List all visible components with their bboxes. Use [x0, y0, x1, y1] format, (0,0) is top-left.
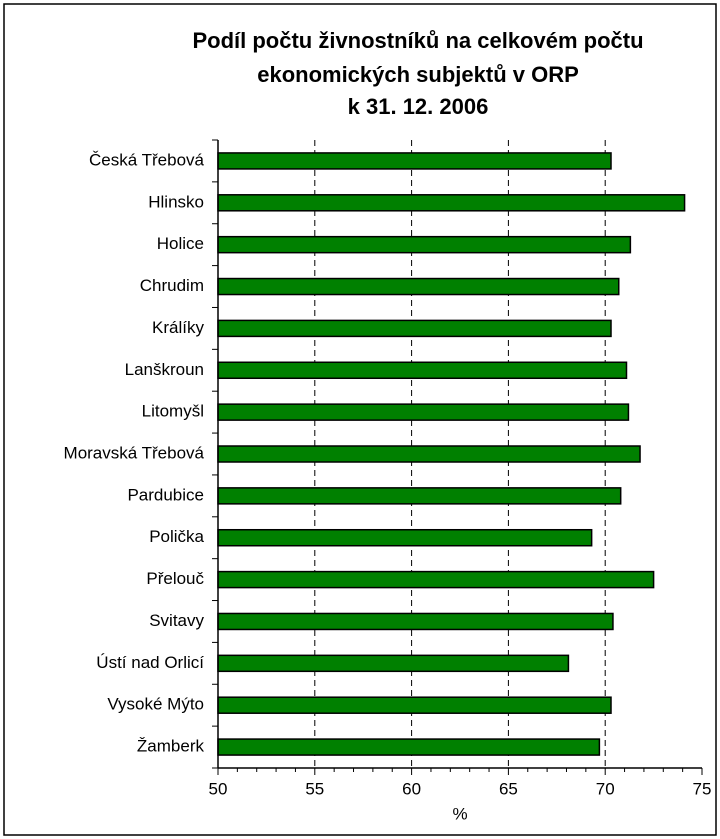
y-tick-label: Holice — [157, 234, 204, 253]
x-tick-label: 65 — [499, 779, 518, 798]
bar — [217, 152, 612, 170]
x-tick-label: 60 — [402, 779, 421, 798]
y-tick-label: Pardubice — [127, 485, 204, 504]
y-tick-label: Svitavy — [149, 611, 204, 630]
bar — [217, 403, 630, 421]
x-tick-label: 70 — [596, 779, 615, 798]
x-tick-label: 55 — [305, 779, 324, 798]
x-tick-label: 75 — [693, 779, 712, 798]
bar — [217, 445, 641, 463]
bar — [217, 487, 622, 505]
y-tick-label: Litomyšl — [142, 402, 204, 421]
y-tick-label: Polička — [149, 527, 204, 546]
bar — [217, 570, 655, 589]
y-tick-label: Přelouč — [146, 569, 204, 588]
y-tick-label: Vysoké Mýto — [107, 695, 204, 714]
chart-title: k 31. 12. 2006 — [348, 94, 489, 119]
y-tick-label: Moravská Třebová — [64, 443, 205, 462]
y-tick-label: Česká Třebová — [89, 150, 205, 169]
y-tick-label: Chrudim — [140, 276, 204, 295]
y-tick-label: Ústí nad Orlicí — [96, 653, 204, 672]
bar — [217, 738, 601, 756]
bar — [217, 612, 614, 631]
chart-title: ekonomických subjektů v ORP — [257, 62, 579, 87]
y-tick-label: Hlinsko — [148, 192, 204, 211]
y-tick-label: Žamberk — [137, 737, 205, 756]
x-axis-label: % — [452, 804, 467, 823]
x-tick-label: 50 — [209, 779, 228, 798]
bar — [217, 235, 632, 254]
bar — [217, 361, 628, 380]
bar — [217, 654, 570, 673]
bar — [217, 528, 593, 547]
bar — [217, 194, 686, 212]
y-tick-label: Králíky — [152, 318, 204, 337]
bar — [217, 696, 612, 714]
bar — [217, 319, 612, 338]
bar — [217, 277, 620, 296]
y-tick-label: Lanškroun — [125, 360, 204, 379]
chart-title: Podíl počtu živnostníků na celkovém počt… — [192, 28, 643, 53]
